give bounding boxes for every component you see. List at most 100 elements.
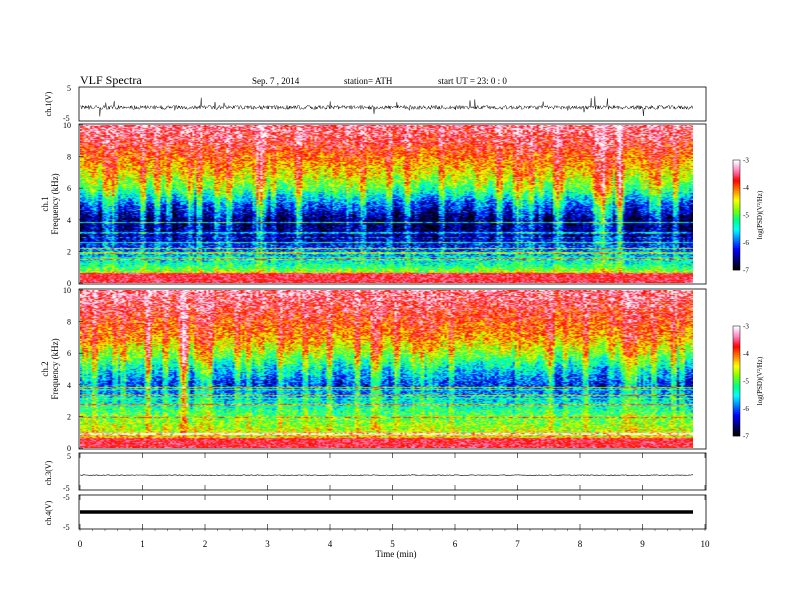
ch3-waveform-ylabel: ch.3(V): [44, 460, 53, 485]
ch1-waveform-panel: [78, 86, 707, 122]
colorbar-segment: [733, 172, 740, 175]
colorbar-segment: [733, 215, 740, 218]
ch4-waveform-ylabel: ch.4(V): [44, 500, 53, 525]
start-ut-label: start UT = 23: 0 : 0: [438, 76, 507, 86]
colorbar-segment: [733, 417, 740, 420]
x-axis-ticks: 0 1 2 3 4 5 6 7 8 9 10: [78, 453, 710, 549]
colorbar-segment: [733, 337, 740, 340]
ch1-spectrogram-yticks: 0 2 4 6 8 10: [63, 121, 83, 288]
colorbar-segment: [733, 388, 740, 391]
colorbar-segment: [733, 264, 740, 267]
ch1-spectrogram-ylabel: ch.1Frequency (kHz): [40, 173, 60, 234]
colorbar-segment: [733, 348, 740, 351]
colorbar-segment: [733, 178, 740, 181]
colorbar-segment: [733, 340, 740, 343]
colorbar-segment: [733, 240, 740, 243]
colorbar-segment: [733, 244, 740, 247]
colorbar-segment: [733, 163, 740, 166]
xtick-label: 9: [640, 539, 645, 549]
colorbar-segment: [733, 375, 740, 378]
colorbar-segment: [733, 187, 740, 190]
colorbar-segment: [733, 262, 740, 265]
colorbar-segment: [733, 327, 740, 330]
ch4-ytick-bottom: -5: [63, 523, 70, 532]
ch1-waveform-trace: [79, 96, 693, 117]
colorbar-segment: [733, 174, 740, 177]
ch2-colorbar-label: log(PSD)(V²/Hz): [756, 356, 764, 405]
ytick-label: 6: [67, 349, 71, 358]
ch2-spectrogram-image: [80, 290, 693, 448]
colorbar-segment: [733, 259, 740, 262]
colorbar-segment: [733, 382, 740, 385]
ytick-label: 4: [67, 381, 71, 390]
ch2-spectrogram-ylabel: ch.2Frequency (kHz): [40, 338, 60, 399]
colorbar-segment: [733, 220, 740, 223]
ytick-label: 4: [67, 216, 71, 225]
date-label: Sep. 7 , 2014: [252, 76, 300, 86]
colorbar-segment: [733, 253, 740, 256]
colorbar-segment: [733, 176, 740, 179]
colorbar-segment: [733, 160, 740, 163]
xtick-label: 4: [328, 539, 333, 549]
colorbar-segment: [733, 161, 740, 164]
ytick-label: 6: [67, 184, 71, 193]
colorbar-segment: [733, 169, 740, 172]
colorbar-segment: [733, 222, 740, 225]
colorbar-segment: [733, 200, 740, 203]
colorbar-segment: [733, 329, 740, 332]
colorbar-segment: [733, 227, 740, 230]
colorbar-segment: [733, 401, 740, 404]
colorbar-segment: [733, 351, 740, 354]
colorbar-segment: [733, 211, 740, 214]
colorbar-segment: [733, 390, 740, 393]
ch2-colorbar: -3 -4 -5 -6 -7: [732, 323, 749, 441]
colorbar-segment: [733, 371, 740, 374]
colorbar-segment: [733, 191, 740, 194]
ch4-waveform-yticks: -5 -5: [63, 493, 70, 532]
ytick-label: 2: [67, 247, 71, 256]
colorbar-segment: [733, 204, 740, 207]
colorbar-tick-label: -4: [743, 350, 749, 358]
colorbar-segment: [733, 399, 740, 402]
colorbar-segment: [733, 415, 740, 418]
colorbar-segment: [733, 335, 740, 338]
ytick-label: 8: [67, 153, 71, 162]
colorbar-segment: [733, 403, 740, 406]
ytick-label: 10: [63, 286, 71, 295]
colorbar-segment: [733, 249, 740, 252]
xtick-label: 6: [453, 539, 458, 549]
colorbar-segment: [733, 434, 740, 437]
colorbar-segment: [733, 355, 740, 358]
colorbar-tick-label: -4: [743, 184, 749, 192]
colorbar-segment: [733, 423, 740, 426]
colorbar-segment: [733, 193, 740, 196]
colorbar-segment: [733, 349, 740, 352]
colorbar-segment: [733, 207, 740, 210]
xtick-label: 2: [203, 539, 208, 549]
colorbar-tick-label: -7: [743, 267, 749, 275]
colorbar-segment: [733, 185, 740, 188]
colorbar-segment: [733, 421, 740, 424]
colorbar-segment: [733, 393, 740, 396]
colorbar-segment: [733, 194, 740, 197]
xtick-label: 5: [390, 539, 395, 549]
colorbar-segment: [733, 255, 740, 258]
colorbar-segment: [733, 432, 740, 435]
colorbar-segment: [733, 226, 740, 229]
colorbar-segment: [733, 198, 740, 201]
ch2-spectrogram-yticks: 0 2 4 6 8 10: [63, 286, 83, 453]
ch1-colorbar-label: log(PSD)(V²/Hz): [756, 190, 764, 239]
colorbar-segment: [733, 386, 740, 389]
colorbar-segment: [733, 379, 740, 382]
colorbar-segment: [733, 344, 740, 347]
colorbar-segment: [733, 426, 740, 429]
xtick-label: 1: [140, 539, 145, 549]
ytick-label: 0: [67, 279, 71, 288]
colorbar-segment: [733, 165, 740, 168]
colorbar-segment: [733, 216, 740, 219]
colorbar-segment: [733, 182, 740, 185]
xtick-label: 10: [701, 539, 711, 549]
ch3-ytick-bottom: -5: [63, 484, 70, 493]
colorbar-segment: [733, 251, 740, 254]
